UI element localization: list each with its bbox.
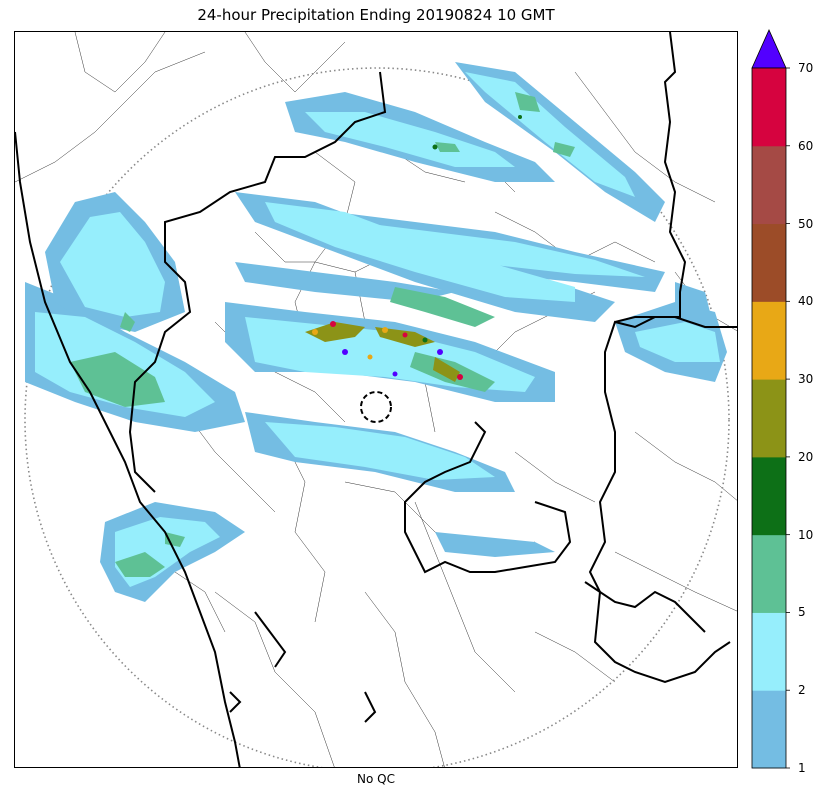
colorbar-tick-label: 70 — [798, 61, 814, 75]
state-boundaries — [15, 32, 737, 767]
map-panel — [14, 31, 738, 768]
colorbar-tick-label: 10 — [798, 527, 814, 542]
colorbar — [751, 29, 792, 770]
radar-range-ring — [24, 67, 730, 767]
x-axis-label: No QC — [357, 772, 395, 786]
chart-title: 24-hour Precipitation Ending 20190824 10… — [197, 6, 555, 24]
colorbar-tick-label: 20 — [798, 449, 814, 464]
colorbar-segment — [752, 223, 786, 302]
colorbar-tick-label: 5 — [798, 605, 806, 620]
colorbar-segment — [752, 301, 786, 380]
colorbar-frame — [751, 67, 787, 769]
colorbar-tick-label: 1 — [798, 761, 806, 775]
colorbar-segment — [752, 534, 786, 613]
colorbar-segment — [752, 379, 786, 458]
precip-band-5-10 — [70, 92, 575, 577]
convective-cells — [305, 115, 522, 382]
colorbar-segment — [752, 612, 786, 691]
colorbar-tick-label: 30 — [798, 372, 814, 387]
colorbar-extend-max — [751, 29, 787, 69]
colorbar-segment — [752, 145, 786, 225]
colorbar-segment — [752, 456, 786, 536]
colorbar-tick-label: 50 — [798, 216, 814, 231]
colorbar-tick-label: 40 — [798, 294, 814, 309]
colorbar-segment — [752, 68, 786, 147]
colorbar-graphic — [751, 29, 790, 769]
colorbar-segment — [752, 690, 786, 769]
colorbar-tick-label: 60 — [798, 138, 814, 153]
colorbar-tick-label: 2 — [798, 683, 806, 698]
radar-site-marker — [360, 391, 392, 423]
precipitation-map — [15, 32, 737, 767]
